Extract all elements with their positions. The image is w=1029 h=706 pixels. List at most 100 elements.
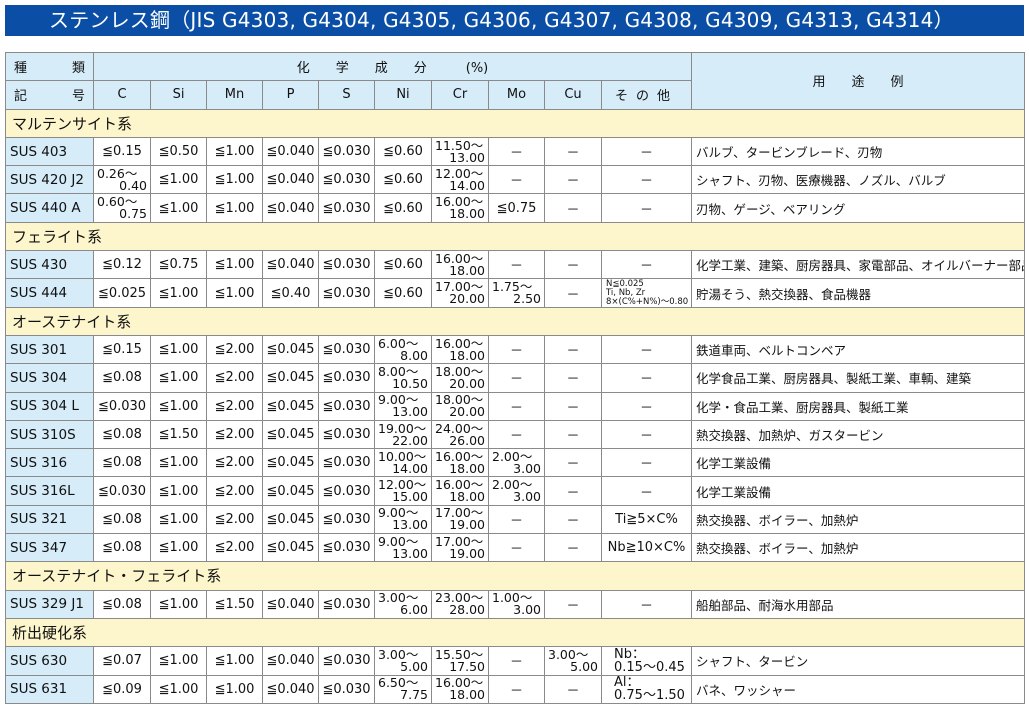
grade-cell: SUS 630 (5, 646, 94, 676)
value-cell: ≦0.60 (374, 136, 432, 167)
range-value: 9.00～ 13.00 (376, 535, 431, 560)
grade-cell: SUS 440 A (5, 193, 94, 223)
range-min: 19.00～ (378, 420, 427, 436)
range-value: 3.00～ 6.00 (376, 592, 431, 617)
value-cell: ≦0.08 (93, 448, 151, 478)
range-cell: 18.00～ 20.00 (431, 391, 489, 421)
range-cell: 6.50～ 7.75 (374, 674, 432, 704)
value-cell: － (488, 363, 545, 393)
value-cell: ≦1.00 (150, 363, 207, 393)
value-cell: ≦1.50 (206, 589, 263, 619)
value-cell: ≦0.045 (262, 363, 319, 393)
value-cell: ≦1.00 (150, 533, 207, 563)
value-cell: ≦1.00 (150, 646, 207, 676)
value-cell: ≦1.00 (206, 165, 263, 195)
range-max: 26.00 (449, 432, 485, 448)
value-cell: ≦0.030 (318, 476, 375, 506)
value-cell: ≦0.50 (150, 136, 207, 167)
value-cell: － (544, 533, 602, 563)
range-value: 1.00～ 3.00 (490, 592, 544, 618)
value-cell: ≦0.040 (262, 165, 319, 195)
range-max: 20.00 (449, 404, 485, 420)
range-cell: 9.00～ 13.00 (374, 391, 432, 421)
range-max: 13.00 (392, 404, 428, 420)
use-cell: 熱交換器、加熱炉、ガスタービン (691, 419, 1025, 450)
range-value: 17.00～ 20.00 (433, 279, 488, 305)
kind-char: 類 (71, 61, 85, 77)
range-value: 11.50～ 13.00 (433, 137, 488, 164)
use-cell: 船舶部品、耐海水用部品 (691, 589, 1025, 619)
value-cell: － (601, 250, 692, 280)
value-cell: ≦1.00 (150, 165, 207, 195)
table-row: SUS 329 J1 ≦0.08 ≦1.00 ≦1.50 ≦0.040 ≦0.030 3.0… (5, 589, 1025, 619)
range-min: 15.50～ (435, 646, 484, 662)
value-cell: ≦0.08 (93, 419, 151, 450)
value-cell: ≦1.00 (150, 476, 207, 506)
range-max: 18.00 (449, 347, 485, 363)
other-value: N≦0.025 Ti, Nb, Zr 8×(C%+N%)～0.80 (603, 280, 691, 307)
range-max: 18.00 (449, 489, 485, 505)
value-cell: － (601, 363, 692, 393)
value-cell: ≦0.030 (93, 476, 151, 506)
value-cell: ≦0.030 (318, 504, 375, 535)
range-value: 0.60～ 0.75 (95, 195, 150, 220)
use-cell: シャフト、刃物、医療機器、ノズル、バルブ (691, 165, 1025, 195)
value-cell: ≦0.040 (262, 589, 319, 619)
range-cell: 17.00～ 19.00 (431, 504, 489, 535)
table-row: SUS 347 ≦0.08 ≦1.00 ≦2.00 ≦0.045 ≦0.030 9.00～ 1… (5, 533, 1025, 563)
table-row: SUS 316 ≦0.08 ≦1.00 ≦2.00 ≦0.045 ≦0.030 10.00～… (5, 448, 1025, 478)
range-max: 18.00 (449, 460, 485, 476)
range-value: 24.00～ 26.00 (433, 422, 488, 448)
range-max: 18.00 (449, 262, 485, 278)
other-value: Nb： 0.15～0.45 (603, 646, 691, 674)
table-row: SUS 444 ≦0.025 ≦1.00 ≦1.00 ≦0.40 ≦0.030 ≦0.60 1… (5, 278, 1025, 308)
range-cell: 8.00～ 10.50 (374, 363, 432, 393)
value-cell: － (601, 448, 692, 478)
value-cell: ≦0.045 (262, 334, 319, 365)
other-line: 8×(C%+N%)～0.80 (606, 296, 689, 307)
table-row: SUS 430 ≦0.12 ≦0.75 ≦1.00 ≦0.040 ≦0.030 ≦0.60 1… (5, 250, 1025, 280)
other-cell: Al： 0.75～1.50 (601, 674, 692, 704)
range-value: 6.00～ 8.00 (376, 337, 431, 362)
range-cell: 6.00～ 8.00 (374, 334, 432, 365)
range-value: 6.50～ 7.75 (376, 676, 431, 701)
range-value: 3.00～ 5.00 (376, 648, 431, 674)
range-max: 0.40 (119, 177, 147, 193)
value-cell: － (488, 250, 545, 280)
kind-char: 種 (14, 61, 28, 77)
range-value: 17.00～ 19.00 (433, 535, 488, 560)
section-label: オーステナイト・フェライト系 (5, 561, 1025, 591)
value-cell: ≦1.50 (150, 419, 207, 450)
other-line: Nb： (614, 646, 645, 662)
grade-cell: SUS 304 (5, 363, 94, 393)
range-max: 18.00 (449, 687, 485, 703)
range-min: 11.50～ (435, 137, 484, 153)
value-cell: ≦0.030 (318, 646, 375, 676)
value-cell: ≦0.045 (262, 476, 319, 506)
range-value: 12.00～ 14.00 (433, 167, 488, 193)
use-header: 用 途 例 (691, 52, 1025, 110)
range-cell: 12.00～ 15.00 (374, 476, 432, 506)
section-label: オーステナイト系 (5, 306, 1025, 336)
range-min: 9.00～ (378, 505, 419, 521)
range-max: 3.00 (513, 602, 541, 618)
value-cell: ≦0.40 (262, 278, 319, 308)
range-value: 16.00～ 18.00 (433, 478, 488, 505)
value-cell: ≦0.030 (318, 533, 375, 563)
range-max: 14.00 (449, 177, 485, 193)
range-max: 5.00 (400, 658, 428, 674)
range-cell: 17.00～ 19.00 (431, 533, 489, 563)
use-cell: バルブ、タービンブレード、刃物 (691, 136, 1025, 167)
value-cell: － (488, 646, 545, 676)
range-cell: 17.00～ 20.00 (431, 278, 489, 308)
value-cell: ≦1.00 (206, 674, 263, 704)
use-cell: 化学食品工業、厨房器具、製紙工業、車輌、建築 (691, 363, 1025, 393)
value-cell: － (488, 533, 545, 563)
other-line: Ti, Nb, Zr (606, 287, 646, 298)
range-min: 17.00～ (435, 279, 484, 295)
range-cell: 0.26～ 0.40 (93, 165, 151, 195)
value-cell: ≦0.030 (318, 278, 375, 308)
range-max: 2.50 (513, 291, 541, 307)
range-cell: 15.50～ 17.50 (431, 646, 489, 676)
range-value: 2.00～ 3.00 (490, 450, 544, 475)
